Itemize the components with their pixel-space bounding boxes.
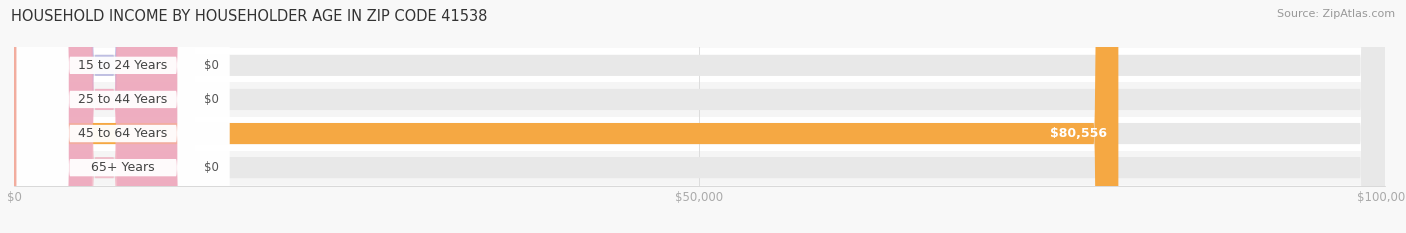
- Text: 15 to 24 Years: 15 to 24 Years: [79, 59, 167, 72]
- Text: $0: $0: [204, 93, 219, 106]
- Text: Source: ZipAtlas.com: Source: ZipAtlas.com: [1277, 9, 1395, 19]
- Text: $80,556: $80,556: [1050, 127, 1108, 140]
- FancyBboxPatch shape: [0, 116, 1399, 151]
- FancyBboxPatch shape: [14, 0, 1118, 233]
- FancyBboxPatch shape: [14, 0, 194, 233]
- FancyBboxPatch shape: [14, 0, 1385, 233]
- Text: HOUSEHOLD INCOME BY HOUSEHOLDER AGE IN ZIP CODE 41538: HOUSEHOLD INCOME BY HOUSEHOLDER AGE IN Z…: [11, 9, 488, 24]
- Text: $0: $0: [204, 59, 219, 72]
- FancyBboxPatch shape: [17, 0, 229, 233]
- FancyBboxPatch shape: [14, 0, 1385, 233]
- Text: 45 to 64 Years: 45 to 64 Years: [79, 127, 167, 140]
- FancyBboxPatch shape: [0, 48, 1399, 82]
- Text: 65+ Years: 65+ Years: [91, 161, 155, 174]
- FancyBboxPatch shape: [17, 0, 229, 233]
- FancyBboxPatch shape: [17, 0, 229, 233]
- FancyBboxPatch shape: [14, 0, 194, 233]
- Text: 25 to 44 Years: 25 to 44 Years: [79, 93, 167, 106]
- FancyBboxPatch shape: [14, 0, 1385, 233]
- FancyBboxPatch shape: [14, 0, 1385, 233]
- Text: $0: $0: [204, 161, 219, 174]
- FancyBboxPatch shape: [0, 82, 1399, 116]
- FancyBboxPatch shape: [0, 151, 1399, 185]
- FancyBboxPatch shape: [17, 0, 229, 233]
- FancyBboxPatch shape: [14, 0, 194, 233]
